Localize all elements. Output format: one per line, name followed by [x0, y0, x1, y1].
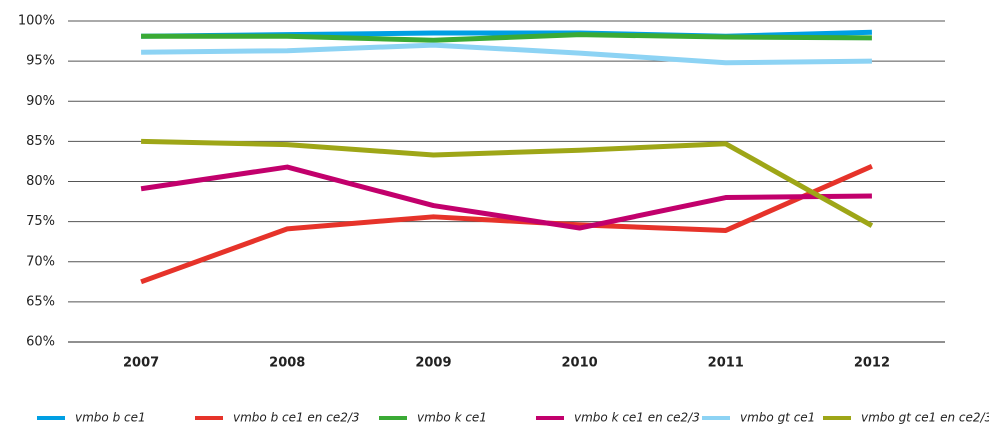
y-tick-label: 100%: [18, 14, 55, 29]
y-tick-label: 65%: [26, 294, 55, 309]
y-tick-label: 80%: [26, 174, 55, 189]
y-tick-label: 95%: [26, 54, 55, 69]
series-line: [141, 32, 872, 43]
legend-label: vmbo b ce1 en ce2/3: [233, 411, 360, 425]
series-line: [141, 42, 872, 66]
series-line: [141, 138, 874, 228]
y-tick-label: 70%: [26, 254, 55, 269]
x-tick-label: 2012: [854, 356, 890, 371]
legend-label: vmbo gt ce1: [740, 411, 815, 425]
legend-label: vmbo b ce1: [75, 411, 146, 425]
series-line: [140, 163, 873, 285]
y-tick-label: 85%: [26, 134, 55, 149]
x-tick-label: 2008: [269, 356, 305, 371]
legend-label: vmbo k ce1 en ce2/3: [574, 411, 700, 425]
y-tick-label: 90%: [26, 94, 55, 109]
y-tick-label: 60%: [26, 335, 55, 350]
legend-label: vmbo k ce1: [417, 411, 487, 425]
x-tick-label: 2011: [708, 356, 744, 371]
x-tick-label: 2007: [123, 356, 159, 371]
series-line: [140, 164, 872, 231]
x-tick-label: 2009: [415, 356, 451, 371]
y-tick-label: 75%: [26, 214, 55, 229]
x-tick-label: 2010: [561, 356, 597, 371]
legend-label: vmbo gt ce1 en ce2/3: [861, 411, 989, 425]
